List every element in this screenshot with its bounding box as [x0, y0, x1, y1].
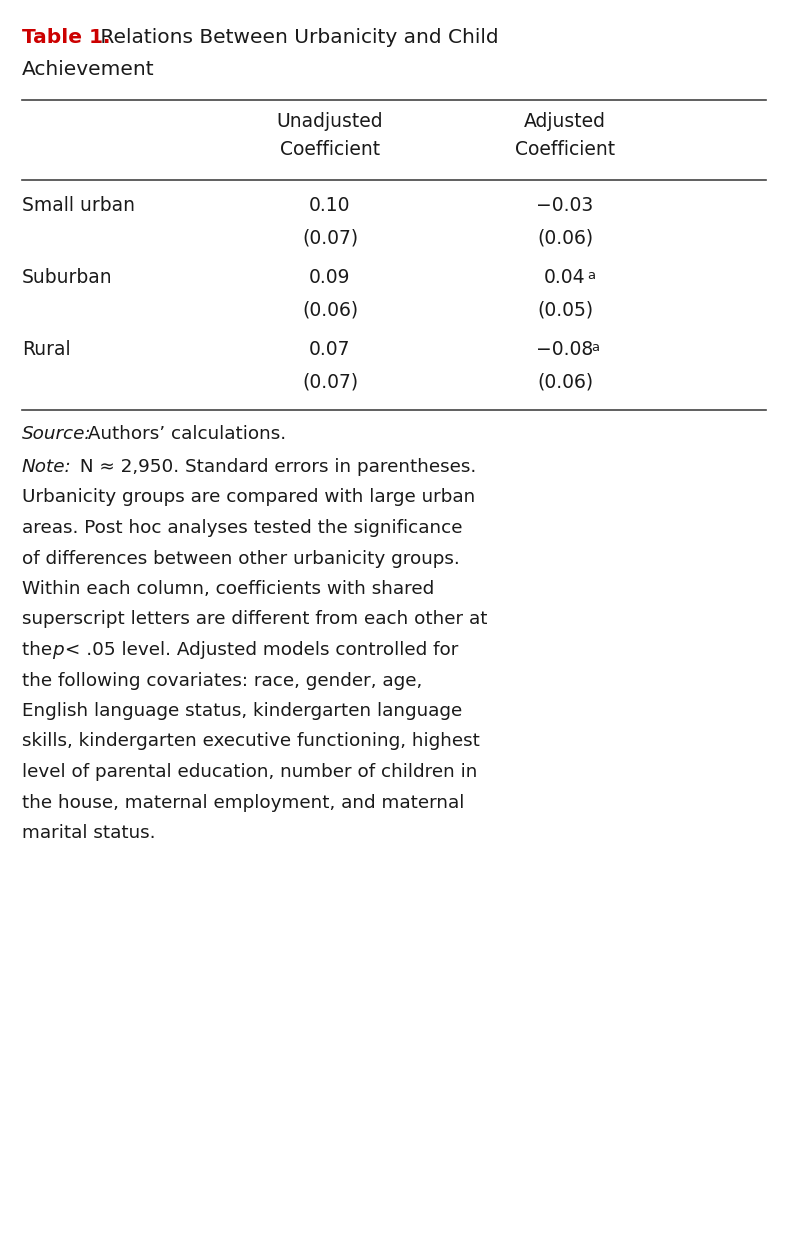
Text: Urbanicity groups are compared with large urban: Urbanicity groups are compared with larg…: [22, 488, 475, 507]
Text: Adjusted: Adjusted: [524, 111, 606, 131]
Text: Relations Between Urbanicity and Child: Relations Between Urbanicity and Child: [94, 28, 499, 48]
Text: (0.05): (0.05): [537, 300, 593, 319]
Text: a: a: [591, 341, 599, 354]
Text: a: a: [587, 269, 595, 282]
Text: Rural: Rural: [22, 341, 71, 359]
Text: marital status.: marital status.: [22, 824, 155, 843]
Text: p: p: [51, 641, 63, 659]
Text: of differences between other urbanicity groups.: of differences between other urbanicity …: [22, 550, 459, 567]
Text: areas. Post hoc analyses tested the significance: areas. Post hoc analyses tested the sign…: [22, 520, 463, 537]
Text: 0.10: 0.10: [309, 197, 351, 215]
Text: (0.06): (0.06): [537, 372, 593, 391]
Text: Unadjusted: Unadjusted: [277, 111, 383, 131]
Text: (0.07): (0.07): [302, 372, 358, 391]
Text: (0.06): (0.06): [302, 300, 358, 319]
Text: 0.04: 0.04: [545, 268, 585, 287]
Text: −0.08: −0.08: [537, 341, 593, 359]
Text: < .05 level. Adjusted models controlled for: < .05 level. Adjusted models controlled …: [58, 641, 458, 659]
Text: 0.07: 0.07: [309, 341, 351, 359]
Text: Small urban: Small urban: [22, 197, 135, 215]
Text: the house, maternal employment, and maternal: the house, maternal employment, and mate…: [22, 794, 464, 811]
Text: Note:: Note:: [22, 458, 72, 476]
Text: Suburban: Suburban: [22, 268, 113, 287]
Text: Within each column, coefficients with shared: Within each column, coefficients with sh…: [22, 580, 434, 598]
Text: (0.06): (0.06): [537, 228, 593, 247]
Text: Achievement: Achievement: [22, 60, 154, 79]
Text: superscript letters are different from each other at: superscript letters are different from e…: [22, 611, 488, 629]
Text: the: the: [22, 641, 58, 659]
Text: Coefficient: Coefficient: [280, 140, 380, 159]
Text: skills, kindergarten executive functioning, highest: skills, kindergarten executive functioni…: [22, 732, 480, 750]
Text: N ≈ 2,950. Standard errors in parentheses.: N ≈ 2,950. Standard errors in parenthese…: [74, 458, 476, 476]
Text: Source:: Source:: [22, 424, 91, 443]
Text: 0.09: 0.09: [309, 268, 351, 287]
Text: English language status, kindergarten language: English language status, kindergarten la…: [22, 702, 463, 720]
Text: level of parental education, number of children in: level of parental education, number of c…: [22, 762, 478, 781]
Text: Authors’ calculations.: Authors’ calculations.: [82, 424, 286, 443]
Text: −0.03: −0.03: [537, 197, 593, 215]
Text: the following covariates: race, gender, age,: the following covariates: race, gender, …: [22, 671, 422, 690]
Text: Table 1.: Table 1.: [22, 28, 110, 48]
Text: (0.07): (0.07): [302, 228, 358, 247]
Text: Coefficient: Coefficient: [515, 140, 615, 159]
